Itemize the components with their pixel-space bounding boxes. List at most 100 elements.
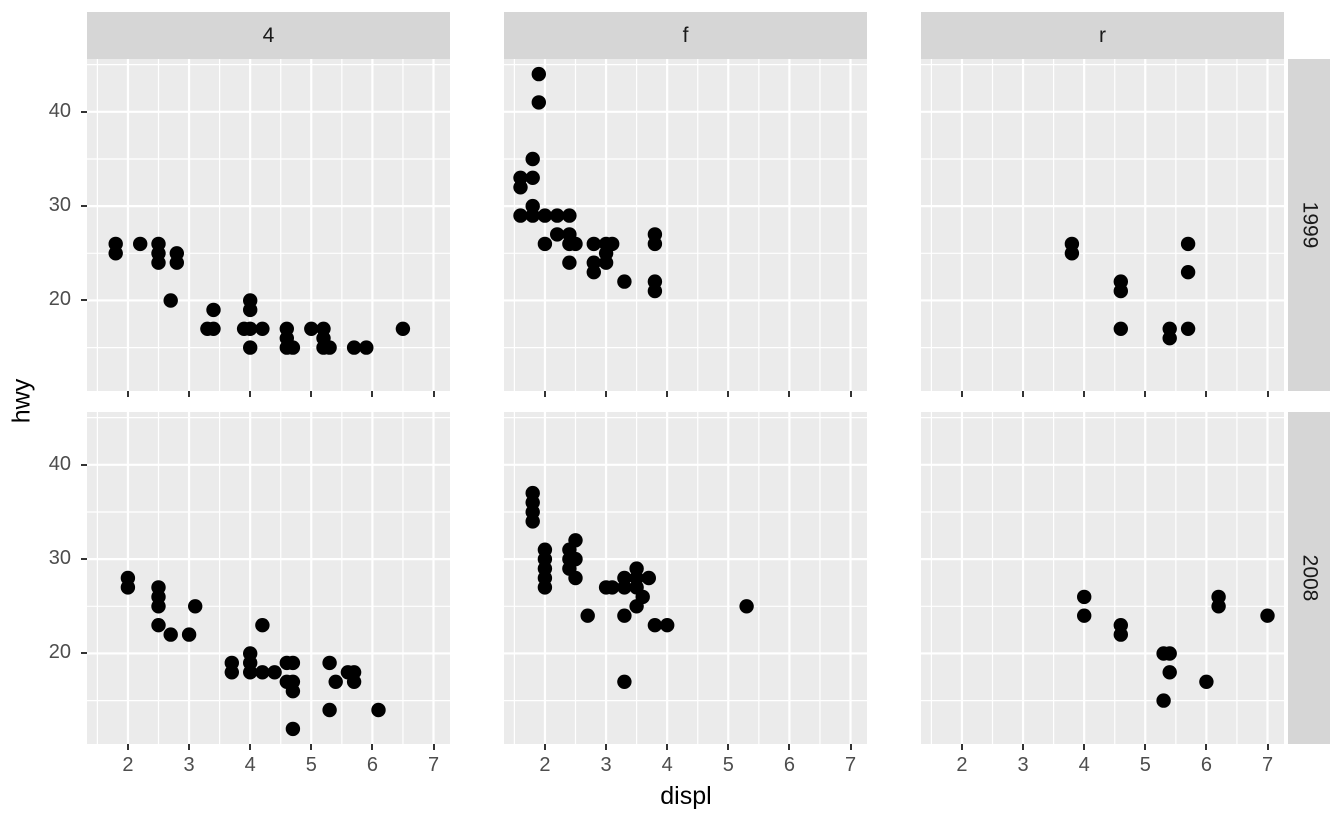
panel-f-1999	[504, 59, 867, 391]
tick-mark-y	[81, 558, 87, 561]
y-axis-title: hwy	[7, 378, 36, 424]
data-point	[617, 570, 632, 586]
data-point	[255, 665, 270, 680]
x-tick-label: 3	[600, 754, 612, 776]
panel-background	[504, 59, 867, 391]
data-point	[1113, 618, 1128, 633]
panel-canvas	[921, 59, 1284, 391]
data-point	[285, 655, 301, 671]
data-point	[285, 674, 301, 689]
data-point	[359, 340, 374, 355]
data-point	[562, 255, 577, 270]
facet-row-strip-label: 2008	[1298, 554, 1321, 602]
data-point	[346, 340, 362, 355]
data-point	[181, 627, 197, 642]
tick-mark-x	[432, 391, 435, 397]
data-point	[647, 618, 663, 633]
data-point	[647, 274, 663, 289]
data-point	[316, 321, 331, 336]
tick-mark-x	[310, 744, 313, 750]
tick-mark-x	[788, 744, 791, 750]
data-point	[1162, 646, 1177, 661]
data-point	[525, 151, 540, 167]
x-tick-label: 4	[1078, 754, 1090, 776]
data-point	[537, 236, 553, 252]
x-tick-label: 4	[244, 754, 256, 776]
panel-r-1999	[921, 59, 1284, 391]
data-point	[267, 665, 282, 680]
data-point	[346, 665, 362, 680]
data-point	[617, 674, 632, 689]
data-point	[243, 646, 258, 661]
x-tick-label: 3	[183, 754, 195, 776]
data-point	[163, 627, 178, 642]
tick-mark-x	[1266, 391, 1269, 397]
tick-mark-x	[666, 744, 669, 750]
data-point	[525, 485, 540, 501]
panel-canvas	[87, 59, 450, 391]
x-tick-label: 4	[661, 754, 673, 776]
panel-4-1999	[87, 59, 450, 391]
data-point	[550, 227, 565, 242]
data-point	[108, 236, 123, 252]
tick-mark-x	[666, 391, 669, 397]
panel-canvas	[504, 412, 867, 744]
facet-row-strip-label: 1999	[1298, 201, 1321, 249]
data-point	[243, 293, 258, 308]
tick-mark-y	[81, 463, 87, 466]
x-tick-label: 5	[1139, 754, 1151, 776]
data-point	[739, 599, 754, 614]
tick-mark-x	[249, 744, 252, 750]
data-point	[133, 236, 148, 252]
x-tick-label: 7	[1261, 754, 1274, 776]
tick-mark-x	[1022, 391, 1025, 397]
y-tick-label: 30	[48, 547, 71, 570]
tick-mark-x	[1144, 744, 1147, 750]
tick-mark-x	[188, 744, 191, 750]
data-point	[1180, 265, 1196, 280]
panel-4-2008	[87, 412, 450, 744]
y-tick-label: 20	[48, 641, 71, 664]
data-point	[322, 702, 337, 718]
tick-mark-x	[249, 391, 252, 397]
data-point	[617, 608, 632, 623]
data-point	[568, 570, 583, 586]
data-point	[1162, 321, 1177, 336]
data-point	[531, 66, 546, 82]
y-tick-label: 30	[48, 194, 71, 217]
tick-mark-x	[188, 391, 191, 397]
data-point	[151, 618, 166, 633]
data-point	[206, 321, 221, 336]
facet-col-strip-4: 4	[87, 12, 450, 59]
tick-mark-x	[788, 391, 791, 397]
data-point	[255, 321, 270, 336]
tick-mark-x	[960, 391, 963, 397]
data-point	[550, 208, 565, 223]
panel-r-2008	[921, 412, 1284, 744]
facet-col-strip-f: f	[504, 12, 867, 59]
data-point	[586, 255, 601, 270]
data-point	[605, 236, 620, 252]
data-point	[1077, 589, 1092, 605]
x-tick-label: 2	[539, 754, 551, 776]
panel-f-2008	[504, 412, 867, 744]
data-point	[635, 589, 650, 605]
data-point	[304, 321, 319, 336]
tick-mark-x	[849, 391, 852, 397]
data-point	[537, 542, 553, 557]
x-tick-label: 2	[956, 754, 968, 776]
data-point	[243, 340, 258, 355]
data-point	[568, 533, 583, 548]
y-tick-label: 40	[48, 99, 71, 122]
tick-mark-y	[81, 110, 87, 113]
panel-canvas	[87, 412, 450, 744]
data-point	[395, 321, 411, 336]
data-point	[562, 208, 577, 223]
tick-mark-x	[543, 744, 546, 750]
data-point	[1064, 236, 1080, 252]
tick-mark-x	[371, 391, 374, 397]
x-tick-label: 6	[366, 754, 378, 776]
y-tick-label: 20	[48, 288, 71, 311]
panel-canvas	[921, 412, 1284, 744]
